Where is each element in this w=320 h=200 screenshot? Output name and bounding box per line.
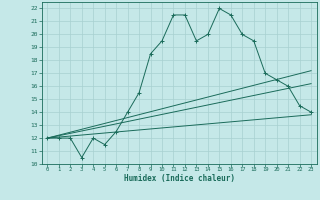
X-axis label: Humidex (Indice chaleur): Humidex (Indice chaleur) xyxy=(124,174,235,183)
